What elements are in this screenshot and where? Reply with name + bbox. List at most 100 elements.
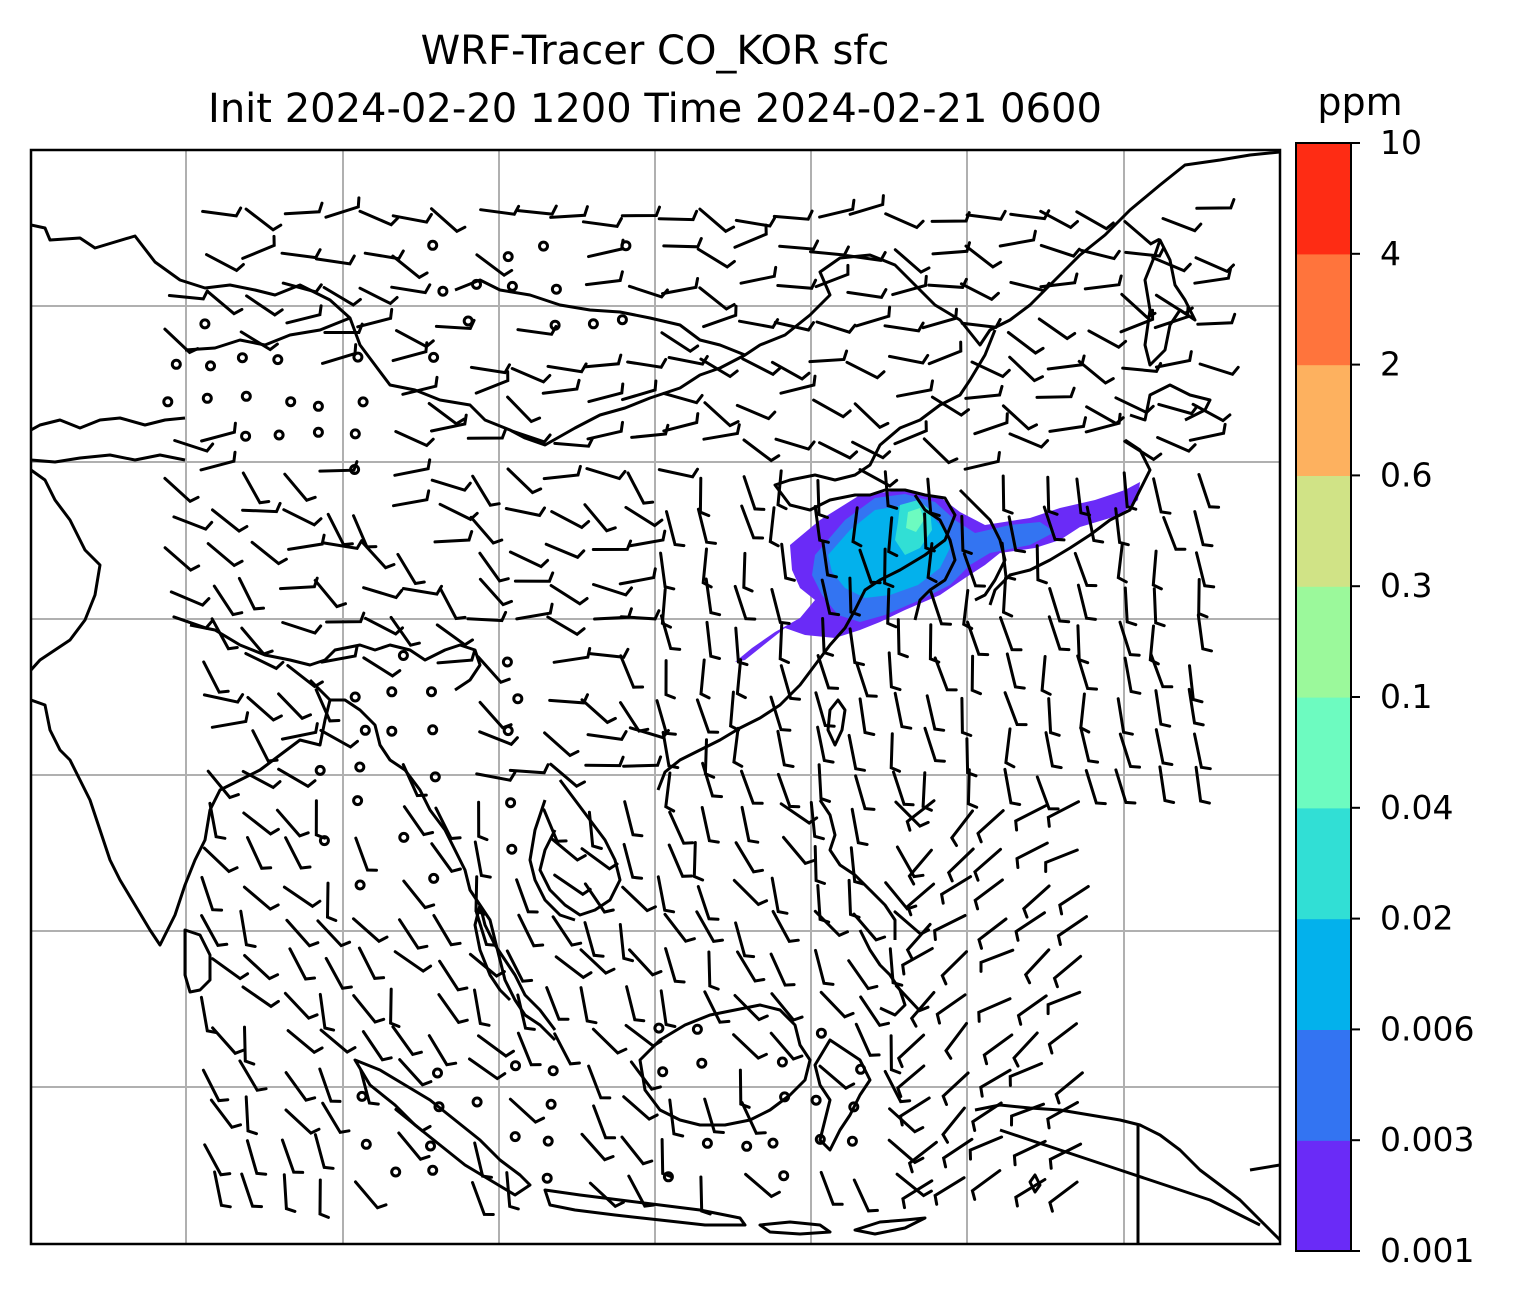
wind-calm-circle (437, 285, 449, 297)
wind-calm-circle (510, 1060, 521, 1072)
wind-barb (508, 1097, 546, 1124)
wind-barb (1119, 308, 1155, 334)
wind-barb (664, 771, 676, 813)
wind-barb (479, 204, 521, 216)
wind-barb (921, 307, 958, 330)
wind-barb (208, 801, 227, 840)
wind-barb (628, 948, 663, 977)
wind-barb (245, 1139, 268, 1176)
wind-barb (362, 656, 402, 678)
wind-barb (692, 841, 705, 882)
wind-barb (812, 398, 852, 419)
wind-barb (1187, 687, 1205, 727)
wind-barb (1014, 804, 1048, 832)
wind-barb (1118, 732, 1141, 769)
wind-calm-circle (352, 351, 364, 363)
wind-barb (733, 584, 757, 621)
wind-barb (696, 507, 717, 545)
wind-barb (813, 505, 830, 544)
wind-barb (1193, 732, 1212, 771)
wind-calm-circles (162, 239, 867, 1184)
wind-calm-circle (538, 240, 549, 252)
wind-barb (513, 571, 555, 583)
wind-barb (206, 290, 244, 316)
wind-barb (1188, 422, 1227, 442)
colorbar-tick-label: 0.006 (1380, 1009, 1474, 1048)
colorbar-tick-label: 0.3 (1380, 566, 1432, 605)
wind-barb (1001, 474, 1014, 515)
wind-calm-circle (427, 239, 439, 251)
wind-barb (776, 772, 801, 809)
wind-barb (889, 1034, 902, 1075)
wind-barb (402, 879, 436, 910)
wind-calm-circle (428, 872, 440, 884)
wind-barb (776, 278, 818, 290)
wind-barb (847, 959, 879, 991)
wind-barb (941, 1106, 966, 1144)
wind-barb (702, 304, 738, 329)
wind-barb (888, 947, 904, 987)
wind-barb (1046, 1100, 1079, 1130)
wind-barb (619, 654, 645, 689)
wind-barb (778, 623, 790, 664)
wind-barb (738, 1068, 751, 1109)
wind-calm-circle (354, 879, 366, 891)
wind-calm-circle (390, 1166, 402, 1178)
wind-barb (733, 223, 768, 249)
wind-barb (282, 885, 322, 909)
wind-barb (1193, 267, 1232, 285)
wind-barb (516, 204, 558, 216)
wind-barb (583, 921, 605, 958)
wind-calm-circle (855, 1063, 867, 1075)
wind-barb (744, 1172, 781, 1199)
wind-barb (740, 769, 764, 805)
wind-barb (478, 551, 510, 583)
wind-barb (698, 286, 736, 311)
wind-barb (393, 458, 432, 477)
wind-barb (205, 253, 245, 273)
wind-barb (585, 467, 627, 481)
wind-barb (1056, 915, 1088, 946)
wind-barb (1188, 664, 1204, 704)
wind-barb (591, 539, 633, 551)
wind-barb (474, 910, 497, 947)
wind-calm-circle (545, 1098, 557, 1110)
wind-calm-circle (620, 240, 632, 252)
wind-barb (580, 698, 617, 725)
wind-barb (510, 367, 552, 384)
wind-barb (625, 985, 646, 1023)
wind-calm-circle (462, 315, 474, 327)
wind-barb (776, 729, 795, 768)
wind-barb (888, 1107, 925, 1134)
wind-barb (1006, 331, 1045, 355)
wind-barb (283, 991, 319, 1020)
wind-barb (740, 805, 760, 844)
wind-barb (949, 809, 974, 847)
wind-calm-circle (509, 1131, 521, 1143)
wind-barb (1114, 507, 1130, 547)
wind-barb (887, 651, 902, 692)
wind-barb (1154, 728, 1174, 766)
wind-barb (1012, 1031, 1039, 1068)
wind-barb (771, 910, 800, 944)
wind-barb (1197, 578, 1209, 619)
colorbar-tick-label: 2 (1380, 345, 1401, 384)
wind-barb (1077, 359, 1115, 385)
wind-barb (584, 270, 624, 287)
wind-barb (313, 578, 347, 609)
wind-calm-circle (779, 1091, 791, 1103)
wind-barb (883, 470, 899, 510)
wind-barb (884, 212, 925, 230)
wind-calm-circle (701, 1137, 713, 1149)
wind-barb (973, 878, 1004, 911)
wind-barb (770, 992, 804, 1022)
wind-barb (579, 948, 616, 975)
wind-barb (941, 1071, 970, 1106)
wind-barb (888, 353, 930, 365)
wind-barb (239, 330, 279, 352)
wind-barb (895, 845, 925, 879)
wind-barb (277, 767, 317, 789)
wind-barb (587, 1064, 612, 1100)
wind-calm-circle (360, 1138, 372, 1150)
wind-barb (1153, 306, 1190, 330)
